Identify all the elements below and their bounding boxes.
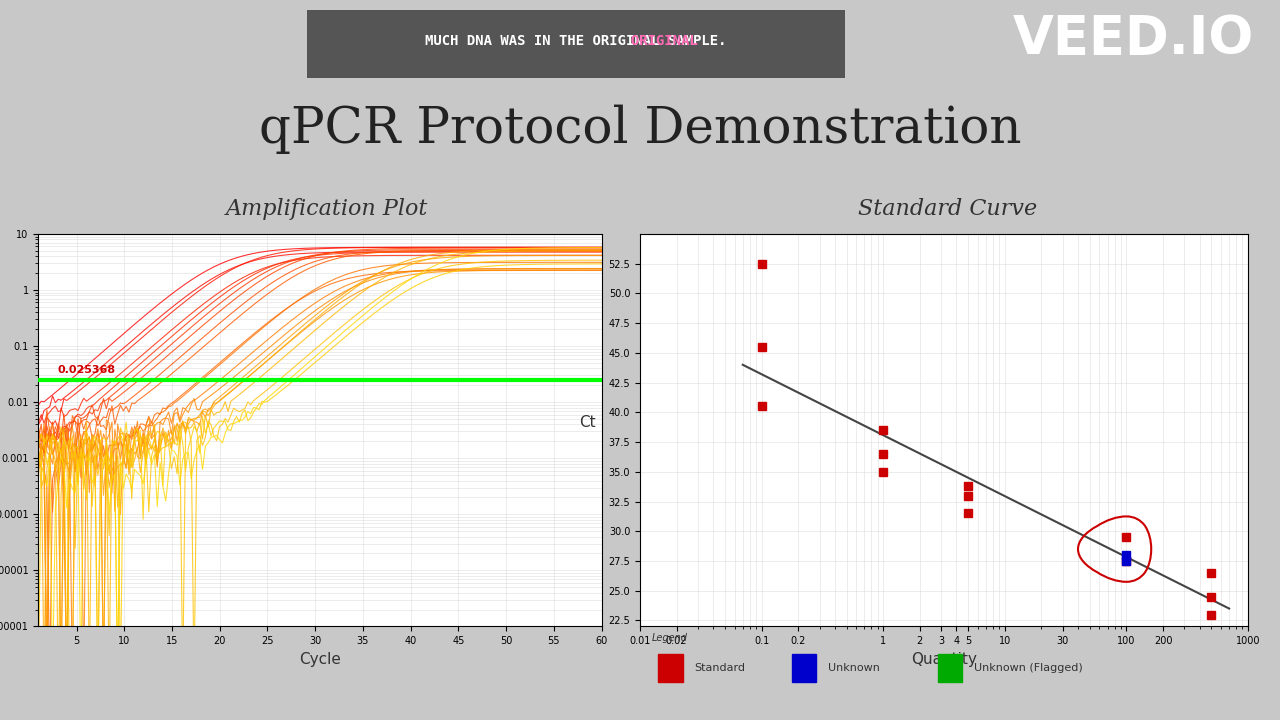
Text: MUCH DNA WAS IN THE ORIGINAL SAMPLE.: MUCH DNA WAS IN THE ORIGINAL SAMPLE. bbox=[425, 35, 727, 48]
Text: Standard Curve: Standard Curve bbox=[858, 198, 1037, 220]
Text: Amplification Plot: Amplification Plot bbox=[225, 198, 428, 220]
Text: Unknown: Unknown bbox=[828, 663, 881, 673]
X-axis label: Quantity: Quantity bbox=[911, 652, 977, 667]
Text: 0.025368: 0.025368 bbox=[58, 365, 115, 375]
Text: ORIGINAL: ORIGINAL bbox=[454, 35, 698, 48]
Text: qPCR Protocol Demonstration: qPCR Protocol Demonstration bbox=[259, 105, 1021, 154]
Bar bbox=[792, 654, 817, 682]
Text: VEED.IO: VEED.IO bbox=[1014, 13, 1254, 65]
Y-axis label: Ct: Ct bbox=[580, 415, 596, 430]
Text: Unknown (Flagged): Unknown (Flagged) bbox=[974, 663, 1083, 673]
Bar bbox=[938, 654, 963, 682]
FancyBboxPatch shape bbox=[307, 10, 845, 78]
Bar bbox=[658, 654, 682, 682]
X-axis label: Cycle: Cycle bbox=[300, 652, 340, 667]
Text: Legend: Legend bbox=[652, 633, 689, 643]
Text: Standard: Standard bbox=[695, 663, 746, 673]
